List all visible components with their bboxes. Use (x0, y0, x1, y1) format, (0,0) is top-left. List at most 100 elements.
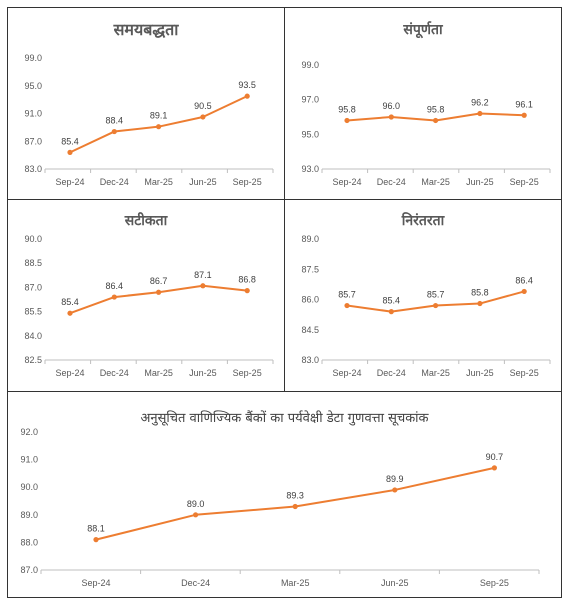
y-tick-label: 97.0 (301, 95, 319, 105)
x-tick-label: Sep-24 (332, 177, 361, 187)
data-label: 88.1 (87, 524, 105, 534)
x-tick-label: Dec-24 (377, 177, 406, 187)
data-label: 85.8 (471, 288, 489, 298)
series-line (95, 466, 495, 541)
data-label: 85.7 (338, 290, 356, 300)
x-tick-label: Sep-25 (480, 578, 509, 588)
chart-panel-accuracy: 90.0 88.5 87.0 85.5 84.0 82.5 Sep-24 Dec-24 Mar-… (7, 199, 285, 392)
data-label: 89.0 (187, 499, 205, 509)
data-point (477, 300, 483, 307)
data-point (67, 149, 73, 155)
chart-panel-data-quality-index: 92.0 91.0 90.0 89.0 88.0 87.0 Sep-24 Dec-24 Mar-… (7, 391, 562, 598)
x-tick-label: Jun-25 (381, 578, 409, 588)
data-label: 85.4 (61, 136, 79, 146)
data-point (491, 465, 497, 471)
data-label: 89.1 (150, 111, 168, 121)
y-tick-label: 84.5 (301, 325, 319, 335)
x-tick-label: Dec-24 (181, 578, 210, 588)
x-tick-label: Jun-25 (466, 177, 494, 187)
x-tick-label: Sep-25 (233, 177, 262, 187)
data-point (193, 512, 199, 518)
x-tick-label: Jun-25 (189, 368, 217, 378)
data-point (392, 487, 398, 493)
chart-panel-consistency: 89.0 87.5 86.0 84.5 83.0 Sep-24 Dec-24 Mar-25 Ju… (284, 199, 562, 392)
data-point (292, 503, 298, 510)
y-tick-label: 99.0 (24, 53, 42, 63)
chart-title-accuracy: सटीकता (124, 213, 168, 229)
chart-svg-consistency: 89.0 87.5 86.0 84.5 83.0 Sep-24 Dec-24 Mar-25 Ju… (301, 234, 551, 378)
y-tick-label: 83.0 (301, 355, 319, 365)
data-point (156, 124, 162, 130)
chart-svg-data-quality-index: 92.0 91.0 90.0 89.0 88.0 87.0 Sep-24 Dec-24 Mar-… (20, 427, 540, 588)
data-label: 89.9 (386, 474, 404, 484)
x-tick-label: Sep-24 (332, 368, 361, 378)
data-label: 88.4 (106, 116, 124, 126)
x-tick-label: Sep-24 (81, 578, 110, 588)
y-tick-label: 84.0 (24, 331, 42, 341)
data-point (344, 302, 350, 309)
chart-panel-timeliness: 99.0 95.0 91.0 87.0 83.0 Sep-24 Dec-24 Mar-25 Ju… (7, 7, 285, 200)
data-point (388, 309, 394, 315)
x-tick-label: Mar-25 (421, 177, 450, 187)
chart-title-data-quality-index: अनुसूचित वाणिज्यिक बैंकों का पर्यवेक्षी … (140, 411, 429, 426)
chart-title-timeliness: समयबद्धता (113, 20, 179, 39)
data-point (200, 114, 206, 120)
x-tick-label: Dec-24 (377, 368, 406, 378)
y-tick-label: 87.5 (301, 264, 319, 274)
data-label: 96.1 (515, 99, 533, 109)
data-label: 85.7 (427, 290, 445, 300)
y-tick-label: 83.0 (24, 164, 42, 174)
y-tick-label: 93.0 (301, 164, 319, 174)
data-label: 95.8 (427, 104, 445, 114)
x-tick-label: Sep-24 (55, 177, 84, 187)
data-label: 86.8 (238, 275, 256, 285)
data-label: 89.3 (286, 491, 304, 501)
y-tick-label: 89.0 (301, 234, 319, 244)
chart-title-consistency: निरंतरता (401, 213, 445, 229)
data-point (67, 310, 73, 316)
y-tick-label: 92.0 (20, 427, 38, 437)
data-label: 85.4 (61, 297, 79, 307)
y-tick-label: 87.0 (20, 565, 38, 575)
y-tick-label: 85.5 (24, 307, 42, 317)
data-point (156, 289, 162, 295)
data-label: 93.5 (238, 80, 256, 90)
data-label: 87.1 (194, 270, 212, 280)
x-tick-label: Mar-25 (421, 368, 450, 378)
chart-svg-timeliness: 99.0 95.0 91.0 87.0 83.0 Sep-24 Dec-24 Mar-25 Ju… (24, 53, 274, 187)
y-tick-label: 89.0 (20, 510, 38, 520)
y-tick-label: 91.0 (20, 455, 38, 465)
x-tick-label: Sep-25 (510, 368, 539, 378)
data-label: 96.2 (471, 98, 489, 108)
data-point (200, 283, 206, 289)
data-point (244, 93, 250, 99)
y-tick-label: 87.0 (24, 282, 42, 292)
data-point (433, 117, 439, 124)
y-tick-label: 90.0 (24, 234, 42, 244)
data-point (433, 302, 439, 309)
y-tick-label: 88.5 (24, 258, 42, 268)
data-label: 90.5 (194, 101, 212, 111)
x-tick-label: Mar-25 (281, 578, 310, 588)
x-tick-label: Mar-25 (144, 177, 173, 187)
x-tick-label: Dec-24 (100, 177, 129, 187)
x-tick-label: Mar-25 (144, 368, 173, 378)
data-label: 90.7 (486, 452, 504, 462)
y-tick-label: 99.0 (301, 60, 319, 70)
data-label: 86.4 (515, 275, 533, 285)
y-tick-label: 82.5 (24, 355, 42, 365)
data-point (477, 110, 483, 117)
y-tick-label: 87.0 (24, 136, 42, 146)
data-point (111, 294, 117, 300)
chart-panel-completeness: 99.0 97.0 95.0 93.0 Sep-24 Dec-24 Mar-25 Jun-25… (284, 7, 562, 200)
x-tick-label: Jun-25 (466, 368, 494, 378)
x-tick-label: Sep-25 (233, 368, 262, 378)
y-tick-label: 90.0 (20, 482, 38, 492)
data-label: 85.4 (383, 296, 401, 306)
data-label: 95.8 (338, 104, 356, 114)
data-label: 96.0 (383, 101, 401, 111)
y-tick-label: 91.0 (24, 109, 42, 119)
y-tick-label: 95.0 (301, 129, 319, 139)
data-point (344, 117, 350, 124)
y-tick-label: 88.0 (20, 537, 38, 547)
